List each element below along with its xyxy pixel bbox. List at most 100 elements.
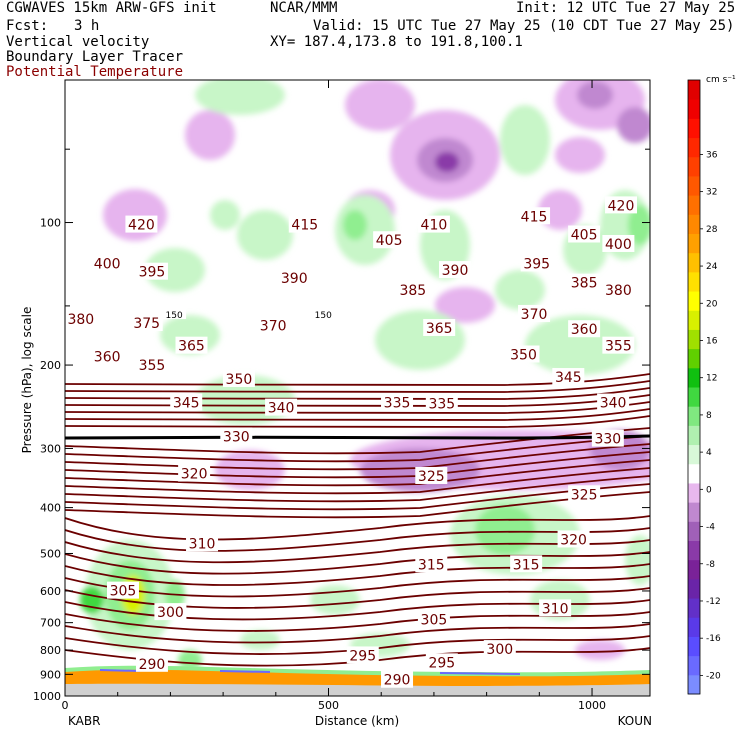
theta-label: 290	[139, 657, 166, 673]
theta-label-bg	[135, 262, 168, 280]
theta-label-bg	[507, 345, 540, 363]
valid-time: Valid: 15 UTC Tue 27 May 25 (10 CDT Tue …	[313, 18, 735, 34]
colorbar-tick-label: 16	[706, 336, 718, 346]
colorbar-unit: cm s⁻¹	[706, 75, 736, 85]
theta-label-bg	[423, 318, 456, 336]
colorbar-swatch	[688, 233, 700, 254]
theta-contour	[65, 475, 650, 503]
colorbar-swatch	[688, 156, 700, 177]
theta-label-bg	[415, 466, 448, 484]
vertical-velocity-shading	[65, 80, 650, 696]
theta-label: 375	[133, 316, 160, 332]
colorbar-swatch	[688, 655, 700, 676]
plot-frame	[64, 79, 651, 697]
x-tick-label: 1000	[578, 699, 606, 712]
colorbar-tick-label: 32	[706, 188, 717, 198]
colorbar-swatch	[688, 540, 700, 561]
theta-label: 370	[521, 307, 548, 323]
colorbar-tick-label: 28	[706, 225, 718, 235]
theta-label: 385	[399, 283, 426, 299]
theta-label: 405	[571, 228, 598, 244]
theta-label: 410	[421, 218, 448, 234]
theta-label: 295	[428, 655, 455, 671]
colorbar-tick-label: -12	[706, 597, 721, 607]
theta-label-bg	[154, 603, 187, 621]
theta-label-bg	[257, 316, 290, 334]
colorbar-swatch	[688, 367, 700, 388]
y-tick-label: 1000	[33, 690, 61, 703]
theta-label-bg	[178, 464, 211, 482]
theta-label-bg	[510, 555, 543, 573]
theta-label: 335	[384, 396, 411, 412]
init-time: Init: 12 UTC Tue 27 May 25	[516, 0, 736, 16]
tropopause-label: 150	[166, 311, 183, 321]
theta-label: 365	[426, 321, 453, 337]
x-axis: 0 500 1000	[62, 80, 606, 712]
theta-label: 350	[510, 348, 537, 364]
theta-label: 345	[555, 370, 582, 386]
theta-label: 300	[157, 605, 184, 621]
theta-label-bg	[597, 393, 630, 411]
colorbar-tick-label: 24	[706, 262, 718, 272]
theta-contour	[65, 551, 650, 575]
tropopause-label: 150 150	[162, 307, 336, 321]
theta-contour	[65, 575, 650, 598]
forecast-hour: 3 h	[74, 18, 100, 34]
theta-label-bg	[135, 654, 168, 672]
theta-label: 340	[268, 401, 295, 417]
theta-label: 370	[260, 319, 287, 335]
theta-label: 295	[349, 648, 376, 664]
theta-label-bg	[425, 653, 458, 671]
theta-label-bg	[346, 646, 379, 664]
cross-section-endpoints: XY= 187.4,173.8 to 191.8,100.1	[270, 34, 523, 50]
colorbar-swatch	[688, 674, 700, 695]
model-title: CGWAVES 15km ARW-GFS init	[6, 0, 217, 16]
y-tick-label: 900	[40, 668, 61, 681]
colorbar-swatch	[688, 617, 700, 637]
theta-label-bg	[425, 394, 458, 412]
right-station-label: KOUN	[618, 714, 652, 728]
theta-label-bg	[135, 356, 168, 374]
colorbar-swatch	[688, 482, 700, 503]
theta-label-bg	[417, 215, 450, 233]
theta-label: 305	[110, 584, 137, 600]
theta-contour	[65, 623, 650, 644]
field-boundary-layer-tracer: Boundary Layer Tracer	[6, 49, 184, 65]
theta-label-bg	[568, 320, 601, 338]
colorbar-swatch	[688, 348, 700, 369]
org-label: NCAR/MMM	[270, 0, 338, 16]
colorbar-swatch	[688, 329, 700, 350]
theta-label-bg	[91, 347, 124, 365]
theta-label-bg	[568, 485, 601, 503]
x-tick-label: 500	[318, 699, 339, 712]
colorbar-swatch	[688, 195, 700, 215]
theta-label: 315	[418, 557, 445, 573]
colorbar-swatch	[688, 175, 700, 196]
y-tick-label: 100	[40, 217, 61, 230]
theta-label: 420	[128, 218, 155, 234]
y-tick-label: 400	[40, 502, 61, 515]
theta-label-bg	[518, 207, 551, 225]
colorbar-tick-label: -8	[706, 560, 715, 570]
theta-label: 320	[181, 467, 208, 483]
theta-label: 305	[421, 613, 448, 629]
tropopause-line	[65, 434, 650, 440]
theta-contour	[65, 435, 650, 463]
theta-label-bg	[520, 254, 553, 272]
theta-label: 325	[418, 469, 445, 485]
colorbar-swatch	[688, 137, 700, 158]
theta-label-bg	[64, 310, 97, 328]
theta-label-bg	[175, 336, 208, 354]
theta-label-bg	[106, 581, 139, 599]
y-tick-label: 600	[40, 585, 61, 598]
y-tick-label: 300	[40, 442, 61, 455]
theta-label: 355	[605, 339, 632, 355]
theta-contour-labels: 420 415 410 415 420 405 405 400 400 395 390 390 395 3…	[64, 196, 638, 689]
colorbar-swatch	[688, 291, 700, 311]
y-tick-label: 500	[40, 547, 61, 560]
theta-label-bg	[602, 281, 635, 299]
colorbar-swatch	[688, 387, 700, 407]
theta-label: 315	[513, 557, 540, 573]
theta-label-bg	[265, 398, 298, 416]
